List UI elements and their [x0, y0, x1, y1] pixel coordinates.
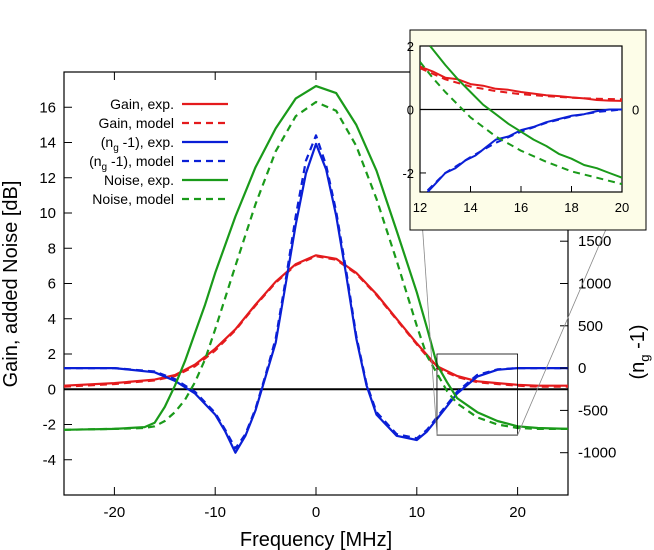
y2-tick-label: 1000: [578, 276, 611, 293]
y-tick-label: 2: [48, 346, 56, 363]
legend-label-main: Noise, model: [92, 191, 174, 207]
series-line-4: [63, 84, 569, 431]
y2-tick-label: 500: [578, 318, 603, 335]
y-axis-label: Gain, added Noise [dB]: [0, 181, 22, 388]
y2-axis-label: (ng -1): [627, 324, 652, 379]
inset-y2-tick-label: 0: [632, 102, 639, 117]
legend-label: (ng -1), exp.: [101, 134, 174, 154]
legend-label-main: Noise, exp.: [104, 172, 174, 188]
inset-x-tick-label: 12: [413, 200, 427, 215]
legend-label: Noise, model: [92, 191, 174, 207]
legend-label-end: -1), exp.: [119, 134, 174, 150]
series-line-5: [63, 100, 568, 431]
y-tick-label: 4: [48, 311, 56, 328]
y-tick-label: 0: [48, 381, 56, 398]
y2-axis-label-main: (n: [627, 362, 649, 380]
x-tick-label: 0: [312, 504, 320, 521]
zoom-connector: [517, 191, 623, 436]
inset-y-tick-label: -2: [402, 166, 414, 181]
legend-label-end: -1), model: [107, 153, 174, 169]
y2-tick-label: 1500: [578, 233, 611, 250]
inset-plot-frame: [419, 45, 623, 193]
inset-x-tick-label: 20: [615, 200, 629, 215]
x-tick-label: -20: [104, 504, 126, 521]
series-line-1: [63, 255, 568, 388]
legend-label-main: Gain, model: [99, 115, 174, 131]
legend-label-main: (n: [89, 153, 101, 169]
y2-tick-label: 0: [578, 360, 586, 377]
legend-label: Gain, exp.: [110, 96, 174, 112]
legend-label-sub: g: [113, 143, 119, 154]
inset-series-line-5: [420, 61, 622, 186]
y-tick-label: 14: [39, 135, 56, 152]
y-tick-label: 16: [39, 99, 56, 116]
series-line-3: [64, 134, 568, 450]
x-tick-label: 10: [408, 504, 425, 521]
legend-label: Gain, model: [99, 115, 174, 131]
legend-label-sub: g: [102, 162, 108, 173]
y-tick-label: 10: [39, 205, 56, 222]
inset-series-line-1: [420, 67, 622, 101]
legend-label-main: (n: [101, 134, 113, 150]
y2-tick-label: -500: [578, 402, 608, 419]
y-tick-label: 12: [39, 170, 56, 187]
x-tick-label: -10: [204, 504, 226, 521]
legend-label-main: Gain, exp.: [110, 96, 174, 112]
y-tick-label: 8: [48, 240, 56, 257]
series-line-0: [63, 254, 568, 387]
legend-label: (ng -1), model: [89, 153, 174, 173]
zoom-connector: [419, 191, 438, 436]
x-tick-label: 20: [509, 504, 526, 521]
inset-x-tick-label: 14: [463, 200, 477, 215]
y-tick-label: -2: [43, 417, 56, 434]
inset-x-tick-label: 18: [564, 200, 578, 215]
zoom-box: [436, 353, 518, 436]
inset-y-tick-label: 0: [407, 102, 414, 117]
inset-y-tick-label: 2: [407, 39, 414, 54]
y2-tick-label: -1000: [578, 445, 616, 462]
y-tick-label: 6: [48, 276, 56, 293]
legend-label: Noise, exp.: [104, 172, 174, 188]
x-axis-label: Frequency [MHz]: [240, 529, 392, 550]
y-tick-label: -4: [43, 452, 56, 469]
inset-series-line-2: [426, 108, 622, 192]
y2-axis-label-end: -1): [627, 324, 649, 354]
y2-axis-label-sub: g: [637, 354, 652, 361]
inset-x-tick-label: 16: [514, 200, 528, 215]
inset-series-line-4: [429, 46, 622, 179]
